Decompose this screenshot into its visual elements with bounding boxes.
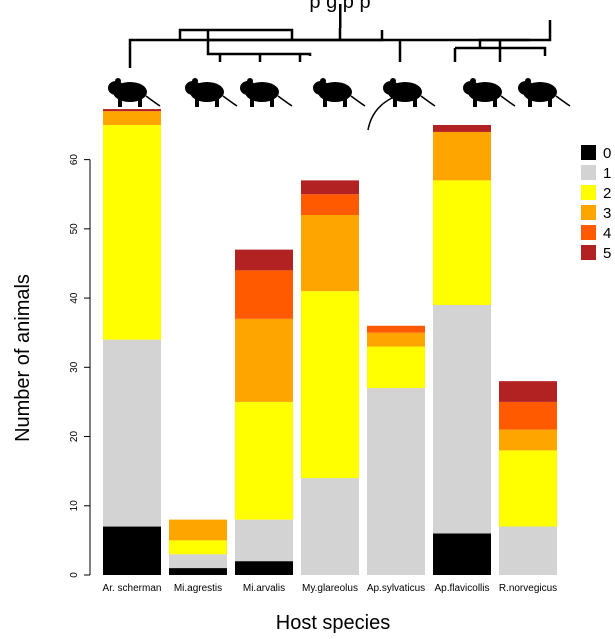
category-label: R.norvegicus bbox=[499, 583, 557, 594]
bar-segment bbox=[103, 109, 161, 112]
bar-segment bbox=[433, 131, 491, 181]
rodent-silhouette bbox=[518, 78, 571, 107]
category-label: Ar. scherman bbox=[103, 583, 162, 594]
legend-label: 1 bbox=[603, 165, 611, 182]
bar-segment bbox=[169, 554, 227, 569]
bar-segment bbox=[433, 180, 491, 305]
bar-segment bbox=[367, 388, 425, 575]
bar-segment bbox=[235, 318, 293, 402]
legend-label: 3 bbox=[603, 205, 611, 222]
bar-segment bbox=[367, 332, 425, 347]
category-labels: Ar. scherman Mi.agrestis Mi.arvalis My.glar… bbox=[103, 583, 558, 594]
legend-label: 5 bbox=[603, 245, 611, 262]
y-tick-label: 10 bbox=[69, 500, 80, 512]
legend-label: 4 bbox=[603, 225, 611, 242]
x-axis-title: Host species bbox=[276, 612, 391, 634]
bar-segment bbox=[499, 401, 557, 430]
bar-segment bbox=[301, 180, 359, 195]
bar-segment bbox=[103, 526, 161, 575]
legend-swatch bbox=[581, 145, 596, 160]
tree-stem bbox=[339, 4, 342, 28]
bar-segment bbox=[301, 291, 359, 479]
bar-segment bbox=[235, 249, 293, 271]
bar-segment bbox=[301, 215, 359, 292]
bar-segment bbox=[301, 478, 359, 575]
legend-swatch bbox=[581, 225, 596, 240]
y-tick-label: 50 bbox=[69, 223, 80, 235]
rodent-silhouette bbox=[240, 78, 293, 107]
bar-segment bbox=[367, 325, 425, 333]
bar-segment bbox=[433, 125, 491, 132]
bar-segment bbox=[301, 194, 359, 215]
rodent-silhouettes bbox=[108, 78, 571, 131]
phylogenetic-tree bbox=[128, 20, 552, 68]
bar-segment bbox=[499, 381, 557, 402]
category-label: Mi.agrestis bbox=[174, 583, 222, 594]
bar-segment bbox=[433, 533, 491, 575]
legend-swatch bbox=[581, 245, 596, 260]
bars bbox=[103, 109, 557, 575]
bar-segment bbox=[499, 450, 557, 527]
legend-label: 2 bbox=[603, 185, 611, 202]
y-axis-title: Number of animals bbox=[12, 274, 34, 442]
y-tick-label: 60 bbox=[69, 154, 80, 166]
legend-swatch bbox=[581, 185, 596, 200]
category-label: Ap.sylvaticus bbox=[367, 583, 425, 594]
legend-swatch bbox=[581, 165, 596, 180]
bar-segment bbox=[235, 401, 293, 520]
y-tick-label: 30 bbox=[69, 361, 80, 373]
bar-segment bbox=[499, 526, 557, 575]
bar-segment bbox=[433, 305, 491, 534]
rodent-silhouette bbox=[313, 78, 366, 107]
legend: 0 1 2 3 4 5 bbox=[581, 145, 611, 262]
y-tick-label: 0 bbox=[69, 572, 80, 578]
category-label: Mi.arvalis bbox=[243, 583, 285, 594]
rodent-silhouette bbox=[383, 78, 436, 107]
rodent-silhouette bbox=[185, 78, 238, 107]
bar-segment bbox=[367, 346, 425, 389]
y-axis: 0 10 20 30 40 50 60 bbox=[69, 154, 91, 578]
bar-segment bbox=[169, 568, 227, 575]
bar-segment bbox=[103, 111, 161, 125]
bar-segment bbox=[169, 540, 227, 555]
y-tick-label: 20 bbox=[69, 431, 80, 443]
category-label: Ap.flavicollis bbox=[434, 583, 489, 594]
rodent-tail bbox=[367, 97, 393, 131]
legend-label: 0 bbox=[603, 145, 611, 162]
legend-swatch bbox=[581, 205, 596, 220]
bar-segment bbox=[235, 270, 293, 319]
bar-segment bbox=[169, 519, 227, 541]
rodent-silhouette bbox=[463, 78, 516, 107]
bar-segment bbox=[235, 561, 293, 575]
bar-segment bbox=[499, 429, 557, 451]
bar-segment bbox=[103, 339, 161, 527]
y-tick-label: 40 bbox=[69, 292, 80, 304]
bar-segment bbox=[235, 519, 293, 562]
category-label: My.glareolus bbox=[302, 583, 358, 594]
bar-segment bbox=[103, 125, 161, 340]
rodent-silhouette bbox=[108, 78, 161, 107]
